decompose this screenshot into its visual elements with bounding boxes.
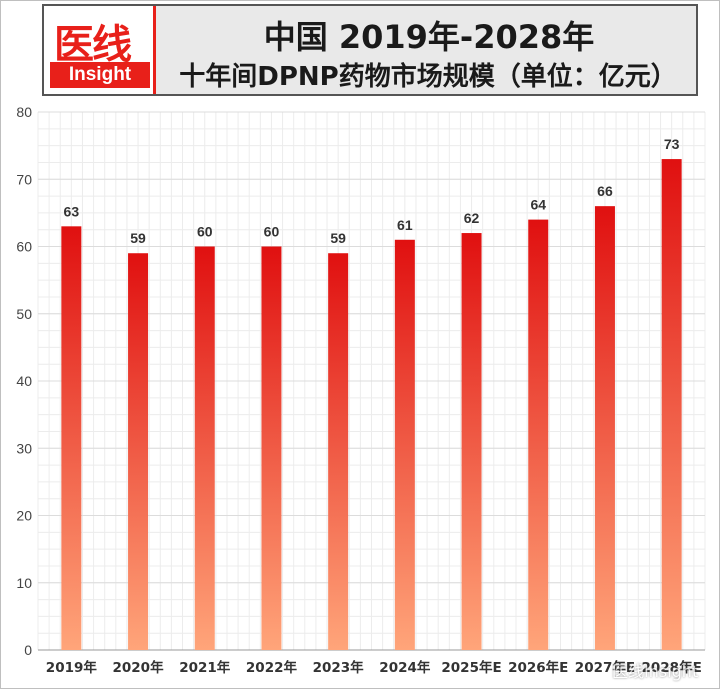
y-tick-label: 50	[16, 306, 32, 322]
data-label: 63	[64, 203, 80, 219]
x-tick-label: 2027年E	[575, 659, 635, 676]
bar	[594, 206, 615, 650]
x-tick-label: 2019年	[46, 659, 98, 676]
x-tick-label: 2028年E	[642, 659, 702, 676]
logo-english-text: Insight	[50, 62, 150, 88]
chart-header: 医线 Insight 中国 2019年-2028年 十年间DPNP药物市场规模（…	[42, 4, 698, 96]
y-tick-label: 70	[16, 171, 32, 187]
chart-title: 中国 2019年-2028年	[263, 18, 595, 56]
data-label: 62	[464, 210, 480, 226]
brand-logo: 医线 Insight	[44, 6, 156, 94]
data-label: 60	[264, 224, 280, 240]
bar	[128, 253, 149, 650]
data-label: 61	[397, 217, 413, 233]
y-tick-label: 10	[16, 575, 32, 591]
x-tick-label: 2024年	[379, 659, 431, 676]
y-tick-label: 40	[16, 373, 32, 389]
data-label: 59	[130, 230, 146, 246]
x-tick-label: 2020年	[113, 659, 165, 676]
y-tick-label: 0	[24, 642, 32, 658]
axes: 0 10 20 30 40 50 60 70 80 2019年 2020年 2021年 2022年 202…	[16, 104, 705, 676]
bar	[328, 253, 349, 650]
data-label: 60	[197, 224, 213, 240]
data-labels: 63 59 60 60 59 61 62 64 66 73	[64, 136, 680, 246]
x-tick-label: 2023年	[313, 659, 365, 676]
y-tick-label: 20	[16, 508, 32, 524]
y-tick-label: 30	[16, 440, 32, 456]
x-tick-label: 2025年E	[441, 659, 501, 676]
logo-chinese-text: 医线	[54, 22, 132, 68]
data-label: 73	[664, 136, 680, 152]
bar	[394, 239, 415, 650]
bar	[461, 233, 482, 651]
bar	[261, 246, 282, 650]
bar	[194, 246, 215, 650]
chart-subtitle: 十年间DPNP药物市场规模（单位：亿元）	[179, 62, 677, 92]
data-label: 59	[330, 230, 346, 246]
bar	[528, 219, 549, 650]
watermark: 医线Insight	[612, 662, 699, 681]
x-tick-label: 2021年	[179, 659, 231, 676]
bars	[61, 159, 682, 651]
bar	[61, 226, 82, 650]
x-tick-label: 2022年	[246, 659, 298, 676]
data-label: 64	[530, 197, 546, 213]
y-tick-label: 60	[16, 239, 32, 255]
x-tick-label: 2026年E	[508, 659, 568, 676]
data-label: 66	[597, 183, 613, 199]
y-tick-label: 80	[16, 104, 32, 120]
bar	[661, 159, 682, 650]
